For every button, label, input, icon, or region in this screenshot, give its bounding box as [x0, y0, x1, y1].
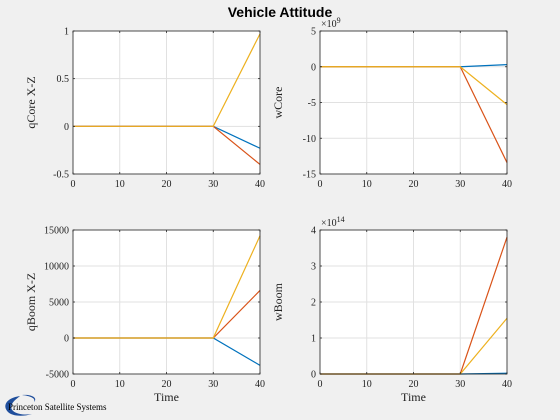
- y-tick-label: 0: [311, 62, 316, 73]
- y-tick-label: 0: [64, 122, 69, 133]
- y-axis-label: wCore: [271, 87, 285, 119]
- y-tick-label: 15000: [44, 226, 69, 237]
- y-axis-label: wBoom: [271, 282, 285, 321]
- y-tick-label: 5000: [49, 298, 69, 309]
- x-tick-label: 20: [162, 179, 172, 190]
- y-axis-label: qCore X-Z: [24, 76, 38, 128]
- x-tick-label: 30: [208, 179, 218, 190]
- x-tick-label: 10: [115, 179, 125, 190]
- x-tick-label: 0: [318, 179, 323, 190]
- y-tick-label: 10000: [44, 262, 69, 273]
- subplot-4: 0 10 20 30 40 0 1 2 3 4 ×1014 wBoom Time: [271, 215, 512, 404]
- y-tick-label: 0: [64, 334, 69, 345]
- y-tick-label: 1: [64, 27, 69, 38]
- x-axis-label: Time: [401, 390, 426, 404]
- x-tick-label: 20: [409, 179, 419, 190]
- exponent-power: 14: [337, 215, 345, 224]
- x-tick-label: 10: [362, 379, 372, 390]
- exponent-base: ×10: [321, 19, 337, 30]
- x-axis-label: Time: [154, 390, 179, 404]
- subplot-2: 0 10 20 30 40 -15 -10 -5 0 5 ×109 wCore: [271, 16, 512, 190]
- x-tick-label: 10: [115, 379, 125, 390]
- x-tick-label: 20: [162, 379, 172, 390]
- logo-text: Princeton Satellite Systems: [8, 402, 107, 412]
- y-tick-label: -15: [303, 170, 316, 181]
- y-tick-label: -10: [303, 134, 316, 145]
- x-tick-label: 30: [455, 379, 465, 390]
- x-tick-label: 40: [502, 379, 512, 390]
- y-axis-label: qBoom X-Z: [24, 273, 38, 331]
- y-tick-label: 2: [311, 298, 316, 309]
- x-tick-label: 30: [455, 179, 465, 190]
- x-tick-label: 40: [255, 379, 265, 390]
- exponent-label: ×109: [321, 16, 341, 30]
- y-tick-label: 1: [311, 334, 316, 345]
- x-tick-label: 10: [362, 179, 372, 190]
- x-tick-label: 0: [318, 379, 323, 390]
- x-tick-label: 30: [208, 379, 218, 390]
- y-tick-label: 3: [311, 262, 316, 273]
- y-tick-label: 5: [311, 27, 316, 38]
- y-tick-label: -5000: [46, 370, 69, 381]
- y-tick-label: -0.5: [53, 170, 69, 181]
- exponent-base: ×10: [321, 218, 337, 229]
- exponent-label: ×1014: [321, 215, 345, 229]
- x-tick-label: 40: [502, 179, 512, 190]
- y-tick-label: 0: [311, 370, 316, 381]
- x-tick-label: 0: [71, 379, 76, 390]
- y-tick-label: 4: [311, 226, 316, 237]
- x-tick-label: 20: [409, 379, 419, 390]
- y-tick-label: 0.5: [57, 74, 70, 85]
- x-tick-label: 40: [255, 179, 265, 190]
- exponent-power: 9: [337, 16, 341, 25]
- x-tick-label: 0: [71, 179, 76, 190]
- y-tick-label: -5: [308, 98, 316, 109]
